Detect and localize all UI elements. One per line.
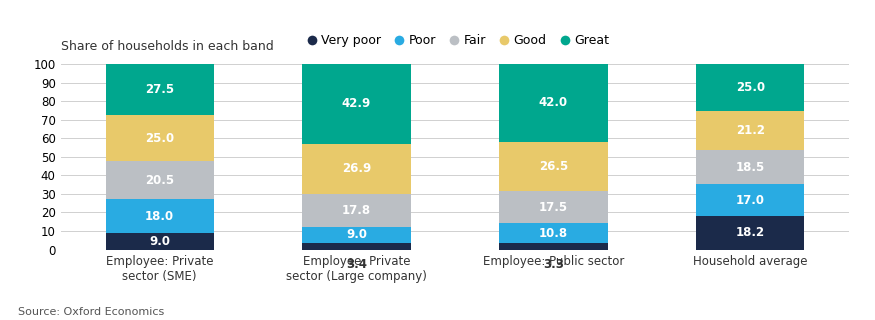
Text: 25.0: 25.0 xyxy=(145,132,174,145)
Text: 18.2: 18.2 xyxy=(736,226,765,239)
Text: 25.0: 25.0 xyxy=(736,81,765,94)
Text: 3.4: 3.4 xyxy=(346,258,368,271)
Text: 27.5: 27.5 xyxy=(145,83,174,96)
Bar xyxy=(303,144,410,194)
Bar xyxy=(303,243,410,250)
Bar xyxy=(106,64,214,115)
Text: 17.5: 17.5 xyxy=(539,201,568,214)
Text: 17.0: 17.0 xyxy=(736,194,765,206)
Text: 18.0: 18.0 xyxy=(145,210,174,223)
Text: 21.2: 21.2 xyxy=(736,124,765,137)
Bar xyxy=(696,216,804,250)
Bar xyxy=(500,244,607,250)
Text: Source: Oxford Economics: Source: Oxford Economics xyxy=(18,307,164,317)
Text: 18.5: 18.5 xyxy=(736,161,765,174)
Bar xyxy=(106,199,214,233)
Text: 10.8: 10.8 xyxy=(539,227,568,240)
Bar xyxy=(106,115,214,161)
Text: 26.9: 26.9 xyxy=(342,162,371,175)
Text: 9.0: 9.0 xyxy=(346,228,368,241)
Text: 17.8: 17.8 xyxy=(342,204,371,217)
Bar xyxy=(106,161,214,199)
Bar xyxy=(106,233,214,250)
Legend: Very poor, Poor, Fair, Good, Great: Very poor, Poor, Fair, Good, Great xyxy=(304,29,614,52)
Text: 42.0: 42.0 xyxy=(539,96,568,109)
Bar xyxy=(303,194,410,227)
Bar xyxy=(500,223,607,244)
Bar xyxy=(696,64,804,111)
Text: 42.9: 42.9 xyxy=(342,97,371,110)
Bar xyxy=(500,64,607,142)
Text: 20.5: 20.5 xyxy=(145,174,174,187)
Text: Share of households in each band: Share of households in each band xyxy=(61,40,274,53)
Bar xyxy=(696,111,804,150)
Bar xyxy=(303,227,410,243)
Bar xyxy=(696,150,804,184)
Text: 26.5: 26.5 xyxy=(539,160,568,173)
Text: 9.0: 9.0 xyxy=(149,235,170,248)
Bar xyxy=(303,64,410,144)
Bar xyxy=(500,142,607,191)
Text: 3.3: 3.3 xyxy=(543,258,564,271)
Bar xyxy=(500,191,607,223)
Bar xyxy=(696,184,804,216)
